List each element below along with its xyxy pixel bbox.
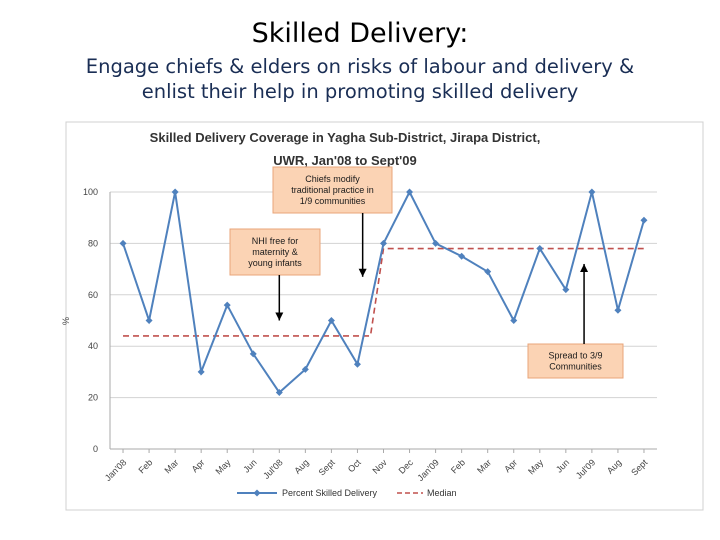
data-point bbox=[353, 360, 361, 368]
slide-subtitle-line1: Engage chiefs & elders on risks of labou… bbox=[85, 55, 635, 78]
legend-marker bbox=[253, 489, 261, 497]
annotation-box bbox=[527, 343, 624, 379]
chart-title-line2: UWR, Jan'08 to Sept'09 bbox=[273, 153, 416, 168]
data-point bbox=[249, 350, 257, 358]
data-point bbox=[614, 306, 622, 314]
y-tick-label: 100 bbox=[83, 187, 98, 197]
data-point bbox=[119, 239, 127, 247]
data-point bbox=[197, 368, 205, 376]
data-point bbox=[458, 252, 466, 260]
annotation-text: maternity & bbox=[252, 247, 298, 257]
annotation-arrowhead bbox=[275, 312, 284, 321]
annotation-text: Chiefs modify bbox=[305, 174, 360, 184]
y-tick-label: 0 bbox=[93, 444, 98, 454]
annotation-text: young infants bbox=[248, 258, 302, 268]
legend-label-median: Median bbox=[427, 488, 457, 498]
data-point bbox=[536, 245, 544, 253]
annotation-box bbox=[229, 228, 321, 276]
data-point bbox=[301, 365, 309, 373]
legend: Percent Skilled Delivery Median bbox=[237, 488, 457, 498]
y-tick-labels: 0 20 40 60 80 100 bbox=[83, 187, 98, 454]
data-point bbox=[171, 188, 179, 196]
data-point bbox=[510, 317, 518, 324]
annotation-text: 1/9 communities bbox=[300, 196, 366, 206]
data-point bbox=[432, 239, 440, 247]
chart-title-line1: Skilled Delivery Coverage in Yagha Sub-D… bbox=[150, 130, 541, 145]
legend-label-series: Percent Skilled Delivery bbox=[282, 488, 378, 498]
annotation-arrowhead bbox=[358, 268, 367, 277]
data-point bbox=[327, 317, 335, 324]
data-point bbox=[588, 188, 596, 196]
slide-subtitle-line2: enlist their help in promoting skilled d… bbox=[141, 80, 579, 103]
y-tick-label: 40 bbox=[88, 341, 98, 351]
annotation-text: Spread to 3/9 bbox=[548, 351, 602, 361]
y-tick-label: 80 bbox=[88, 238, 98, 248]
annotation-box bbox=[272, 166, 393, 214]
data-point bbox=[275, 388, 283, 396]
annotation-text: NHI free for bbox=[252, 236, 299, 246]
data-point bbox=[223, 301, 231, 309]
annotation-arrowhead bbox=[580, 263, 589, 272]
slide-subtitle: Engage chiefs & elders on risks of labou… bbox=[20, 54, 700, 104]
y-axis-label: % bbox=[61, 317, 71, 325]
series-layer bbox=[119, 188, 648, 396]
median-line bbox=[123, 247, 644, 337]
data-point bbox=[640, 216, 648, 224]
data-point bbox=[562, 286, 570, 294]
y-tick-label: 20 bbox=[88, 393, 98, 403]
data-point bbox=[406, 188, 414, 196]
slide-title: Skilled Delivery: bbox=[251, 18, 469, 49]
data-point bbox=[484, 268, 492, 276]
data-point bbox=[380, 239, 387, 247]
annotation-text: traditional practice in bbox=[291, 185, 374, 195]
y-tick-label: 60 bbox=[88, 290, 98, 300]
data-point bbox=[145, 317, 153, 324]
annotation-text: Communities bbox=[549, 362, 602, 372]
